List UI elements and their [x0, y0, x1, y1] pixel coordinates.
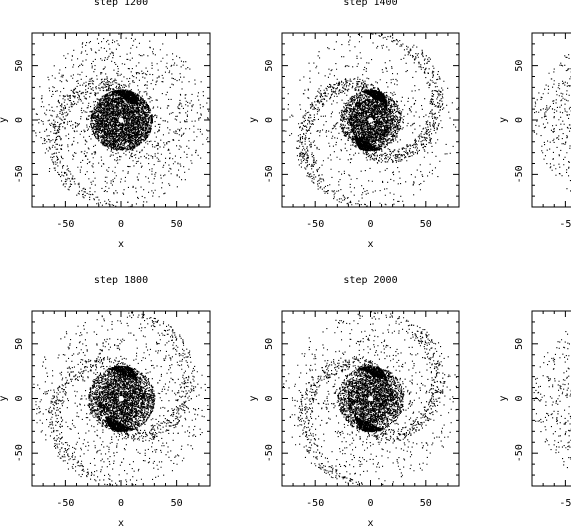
x-tick-label: -50: [306, 219, 324, 230]
y-tick-label: -50: [14, 444, 25, 462]
y-tick-label: 0: [14, 117, 25, 123]
y-tick-label: -50: [264, 165, 275, 183]
x-tick-label: -5: [559, 219, 571, 230]
center-marker: [368, 117, 373, 123]
x-axis-label: x: [367, 518, 373, 526]
panel-title: step 1200: [94, 0, 148, 8]
scatter-dots: [33, 311, 209, 486]
scatter-points: [533, 331, 571, 469]
center-marker: [118, 117, 124, 123]
panel-title: step 2000: [343, 275, 397, 286]
x-tick-label: 50: [420, 219, 432, 230]
panel-5: -50 0 50 -50 0 50 step 2000 x y: [248, 275, 460, 526]
y-tick-label: -50: [514, 444, 525, 462]
y-tick-label: 0: [514, 117, 525, 123]
y-tick-label: 50: [264, 60, 275, 72]
x-tick-label: -50: [306, 498, 324, 509]
y-tick-label: 50: [514, 60, 525, 72]
scatter-points: [33, 311, 209, 486]
y-tick-label: 50: [264, 338, 275, 350]
x-tick-label: -50: [56, 219, 74, 230]
x-tick-label: 0: [367, 219, 373, 230]
x-tick-label: 0: [118, 498, 124, 509]
y-axis-label: y: [248, 117, 259, 123]
y-tick-label: -50: [514, 165, 525, 183]
y-tick-label: 0: [264, 395, 275, 401]
y-axis-label: y: [248, 395, 259, 401]
y-axis-label: y: [0, 395, 9, 401]
x-tick-label: 50: [171, 498, 183, 509]
panel-title: step 1800: [94, 275, 148, 286]
x-tick-label: 50: [420, 498, 432, 509]
y-tick-label: 0: [264, 117, 275, 123]
y-tick-label: 50: [14, 60, 25, 72]
y-tick-label: 50: [14, 338, 25, 350]
panel-1: -50 0 50 -50 0 50 step 1200 x y: [0, 0, 211, 250]
center-marker: [118, 396, 124, 401]
x-tick-label: 0: [118, 219, 124, 230]
y-tick-label: -50: [264, 444, 275, 462]
x-axis-label: x: [118, 239, 124, 250]
x-axis-label: x: [118, 518, 124, 526]
x-tick-label: -50: [56, 498, 74, 509]
panel-4: -50 0 50 -50 0 50 step 1800 x y: [0, 275, 211, 526]
panel-2: -50 0 50 -50 0 50 step 1400 x y: [248, 0, 460, 250]
y-tick-label: 50: [514, 338, 525, 350]
y-tick-label: 0: [514, 395, 525, 401]
x-tick-label: 50: [171, 219, 183, 230]
panel-6: -5 -50 0 50 y: [498, 310, 571, 509]
x-tick-label: -5: [559, 498, 571, 509]
panel-title: step 1400: [343, 0, 397, 8]
y-tick-label: -50: [14, 165, 25, 183]
x-tick-label: 0: [367, 498, 373, 509]
scatter-dots: [533, 331, 571, 469]
y-axis-label: y: [498, 395, 509, 401]
center-marker: [368, 396, 373, 401]
y-axis-label: y: [0, 117, 9, 123]
y-tick-label: 0: [14, 395, 25, 401]
panel-3: -5 -50 0 50 y: [498, 32, 571, 230]
x-axis-label: x: [367, 239, 373, 250]
y-axis-label: y: [498, 117, 509, 123]
